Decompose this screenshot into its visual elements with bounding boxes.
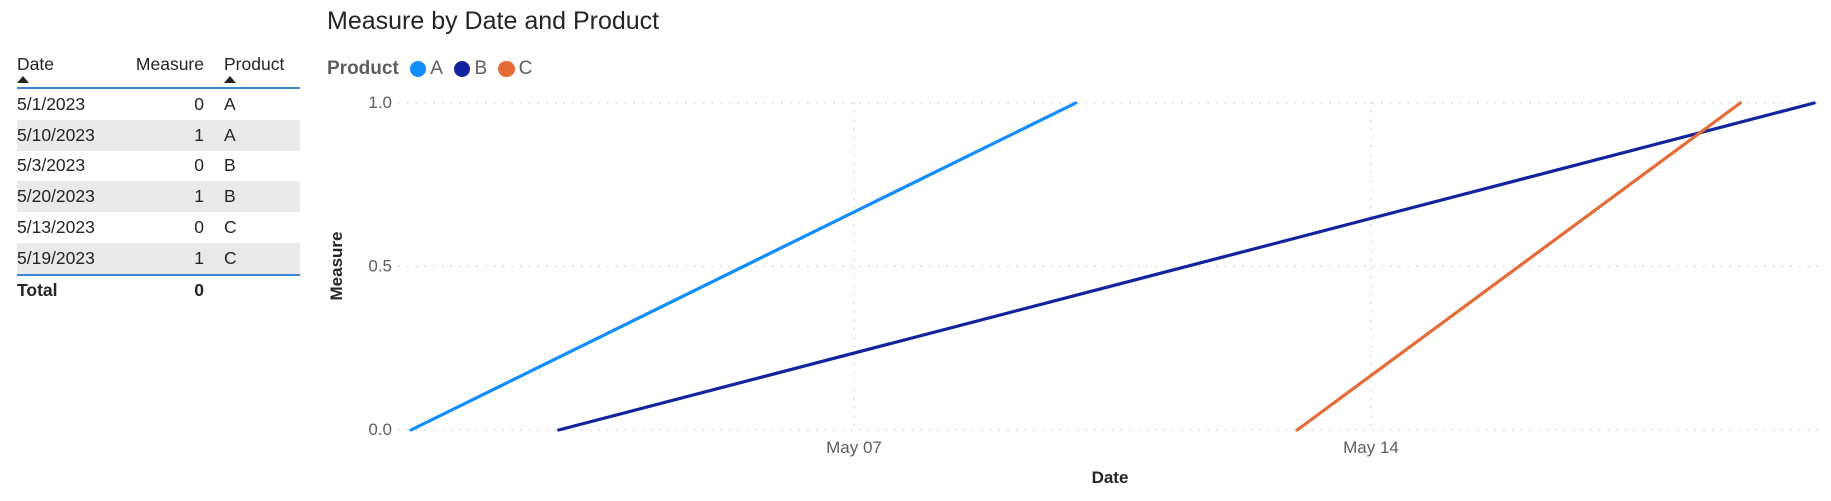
svg-text:Date: Date xyxy=(1092,468,1129,487)
svg-text:May 07: May 07 xyxy=(826,438,882,457)
svg-text:0.0: 0.0 xyxy=(368,420,392,439)
svg-text:May 14: May 14 xyxy=(1343,438,1399,457)
svg-text:1.0: 1.0 xyxy=(368,93,392,112)
svg-text:Measure: Measure xyxy=(327,232,346,301)
svg-text:0.5: 0.5 xyxy=(368,257,392,276)
